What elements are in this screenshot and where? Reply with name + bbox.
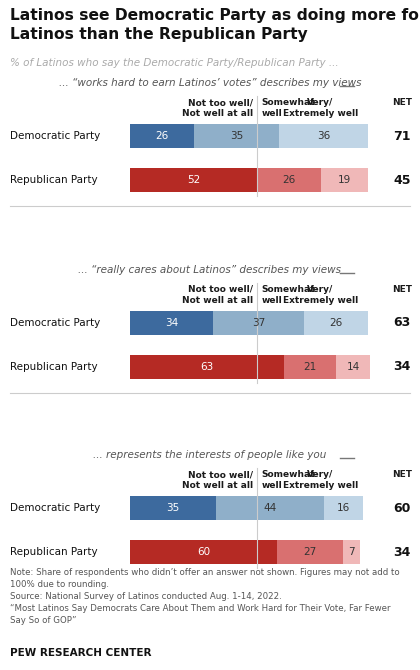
Text: Not too well/
Not well at all: Not too well/ Not well at all <box>182 470 253 490</box>
Bar <box>321 168 368 192</box>
Bar <box>130 540 277 564</box>
Text: 35: 35 <box>230 131 243 141</box>
Text: Republican Party: Republican Party <box>10 362 97 372</box>
Text: Somewhat
well: Somewhat well <box>261 470 315 490</box>
Text: Somewhat
well: Somewhat well <box>261 285 315 305</box>
Text: Source: National Survey of Latinos conducted Aug. 1-14, 2022.
“Most Latinos Say : Source: National Survey of Latinos condu… <box>10 592 391 624</box>
Text: 34: 34 <box>165 318 178 328</box>
Text: 34: 34 <box>393 360 411 373</box>
Text: 14: 14 <box>346 362 360 372</box>
Bar <box>323 496 363 520</box>
Text: 26: 26 <box>283 175 296 185</box>
Text: 63: 63 <box>394 316 411 330</box>
Text: Not too well/
Not well at all: Not too well/ Not well at all <box>182 285 253 305</box>
Bar <box>130 168 257 192</box>
Text: ... represents the interests of people like you: ... represents the interests of people l… <box>93 450 327 460</box>
Text: Somewhat
well: Somewhat well <box>261 98 315 118</box>
Text: NET: NET <box>392 285 412 294</box>
Bar <box>213 311 304 335</box>
Bar <box>194 124 279 148</box>
Text: % of Latinos who say the Democratic Party/Republican Party ...: % of Latinos who say the Democratic Part… <box>10 58 339 68</box>
Text: 60: 60 <box>393 502 411 515</box>
Text: NET: NET <box>392 98 412 107</box>
Text: Democratic Party: Democratic Party <box>10 318 100 328</box>
Text: ... “really cares about Latinos” describes my views: ... “really cares about Latinos” describ… <box>79 265 341 275</box>
Text: Democratic Party: Democratic Party <box>10 503 100 513</box>
Text: Very/
Extremely well: Very/ Extremely well <box>283 285 358 305</box>
Text: 7: 7 <box>349 547 355 557</box>
Text: 71: 71 <box>393 129 411 143</box>
Text: 44: 44 <box>263 503 276 513</box>
Text: 19: 19 <box>338 175 351 185</box>
Text: 21: 21 <box>304 362 317 372</box>
Text: Democratic Party: Democratic Party <box>10 131 100 141</box>
Text: 26: 26 <box>155 131 168 141</box>
Bar <box>336 355 370 379</box>
Bar <box>257 168 321 192</box>
Text: 60: 60 <box>197 547 210 557</box>
Bar <box>216 496 323 520</box>
Text: 26: 26 <box>329 318 342 328</box>
Text: 63: 63 <box>201 362 214 372</box>
Text: 45: 45 <box>393 174 411 186</box>
Bar <box>130 124 194 148</box>
Text: 35: 35 <box>166 503 179 513</box>
Bar <box>277 540 343 564</box>
Text: Note: Share of respondents who didn’t offer an answer not shown. Figures may not: Note: Share of respondents who didn’t of… <box>10 568 399 589</box>
Text: Latinos see Democratic Party as doing more for
Latinos than the Republican Party: Latinos see Democratic Party as doing mo… <box>10 8 420 42</box>
Bar <box>279 124 368 148</box>
Text: Not too well/
Not well at all: Not too well/ Not well at all <box>182 98 253 118</box>
Bar <box>304 311 368 335</box>
Text: 36: 36 <box>317 131 330 141</box>
Text: PEW RESEARCH CENTER: PEW RESEARCH CENTER <box>10 648 152 658</box>
Bar <box>130 311 213 335</box>
Text: 16: 16 <box>336 503 350 513</box>
Text: 37: 37 <box>252 318 265 328</box>
Text: 34: 34 <box>393 545 411 559</box>
Bar <box>343 540 360 564</box>
Bar <box>130 496 216 520</box>
Text: 27: 27 <box>303 547 317 557</box>
Text: Republican Party: Republican Party <box>10 547 97 557</box>
Text: 52: 52 <box>187 175 200 185</box>
Bar <box>284 355 336 379</box>
Text: Very/
Extremely well: Very/ Extremely well <box>283 470 358 490</box>
Text: NET: NET <box>392 470 412 479</box>
Text: ... “works hard to earn Latinos’ votes” describes my views: ... “works hard to earn Latinos’ votes” … <box>59 78 361 88</box>
Bar <box>130 355 284 379</box>
Text: Republican Party: Republican Party <box>10 175 97 185</box>
Text: Very/
Extremely well: Very/ Extremely well <box>283 98 358 118</box>
